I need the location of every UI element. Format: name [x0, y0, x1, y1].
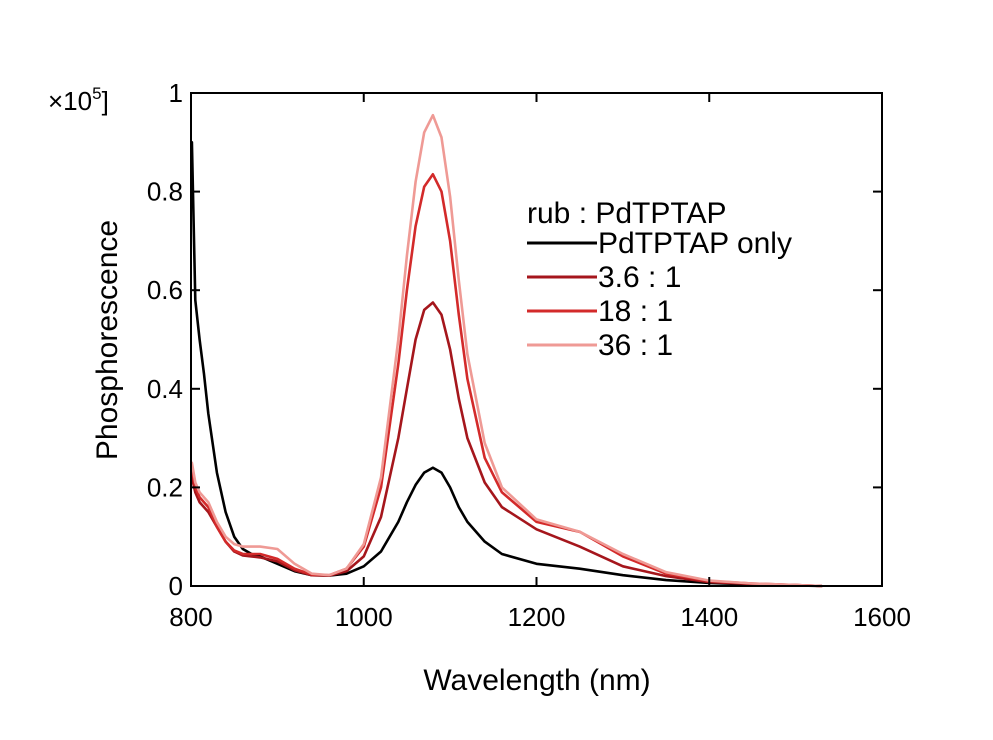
- series-line-3: [190, 113, 823, 588]
- x-tick-label: 800: [169, 602, 212, 632]
- legend-label: 18 : 1: [598, 295, 673, 328]
- x-tick-label: 1000: [335, 602, 393, 632]
- x-tick-label: 1200: [508, 602, 566, 632]
- y-tick-label: 1: [169, 78, 183, 108]
- legend-label: 36 : 1: [598, 329, 673, 362]
- x-tick-label: 1600: [853, 602, 911, 632]
- y-multiplier-bracket: ]: [102, 86, 109, 116]
- legend-label: PdTPTAP only: [598, 227, 792, 260]
- series-line-0: [190, 141, 823, 588]
- series-layer: [190, 113, 823, 588]
- y-tick-label: 0.8: [147, 177, 183, 207]
- x-tick-label: 1400: [680, 602, 738, 632]
- y-tick-label: 0.4: [147, 374, 183, 404]
- legend-label: 3.6 : 1: [598, 261, 681, 294]
- y-axis-title: Phosphorescence: [91, 220, 124, 460]
- x-axis-title: Wavelength (nm): [423, 664, 650, 697]
- ticks-layer: 800 1000 1200 1400 1600 0 0.2 0.4 0.6 0.8 1: [147, 78, 911, 632]
- y-tick-label: 0.2: [147, 472, 183, 502]
- y-tick-label: 0.6: [147, 275, 183, 305]
- y-multiplier: ×105]: [48, 84, 109, 116]
- y-multiplier-exponent: 5: [92, 84, 101, 103]
- y-tick-label: 0: [169, 571, 183, 601]
- y-multiplier-base: ×10: [48, 86, 92, 116]
- legend-title: rub : PdTPTAP: [527, 197, 727, 230]
